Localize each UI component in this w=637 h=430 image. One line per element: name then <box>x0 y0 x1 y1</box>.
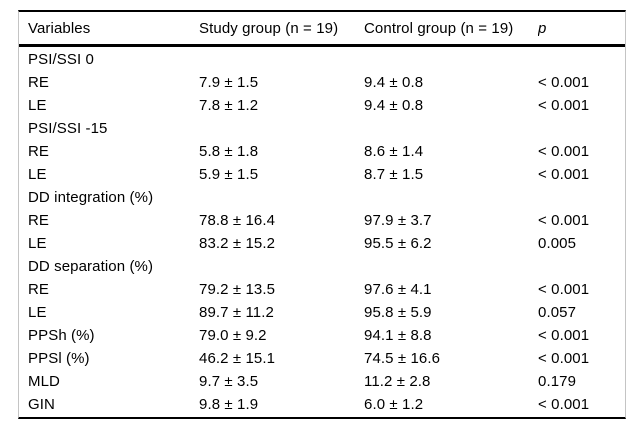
p-value-cell: 0.005 <box>538 235 577 252</box>
study-group-cell: 89.7 ± 11.2 <box>199 304 274 321</box>
table-body: PSI/SSI 0 RE 7.9 ± 1.5 9.4 ± 0.8 < 0.001… <box>19 47 625 417</box>
results-table: Variables Study group (n = 19) Control g… <box>18 10 626 419</box>
p-value-cell: < 0.001 <box>538 396 590 413</box>
table-row: RE 79.2 ± 13.5 97.6 ± 4.1 < 0.001 <box>19 278 625 301</box>
variable-cell: RE <box>28 143 50 160</box>
table-row: RE 7.9 ± 1.5 9.4 ± 0.8 < 0.001 <box>19 71 625 94</box>
variable-cell: LE <box>28 97 47 114</box>
variable-cell: RE <box>28 281 50 298</box>
variable-cell: LE <box>28 235 47 252</box>
column-header-study-group: Study group (n = 19) <box>199 19 339 37</box>
table-row-section: PSI/SSI 0 <box>19 48 625 71</box>
study-group-cell: 79.0 ± 9.2 <box>199 327 267 344</box>
table-row: RE 5.8 ± 1.8 8.6 ± 1.4 < 0.001 <box>19 140 625 163</box>
study-group-cell: 7.8 ± 1.2 <box>199 97 259 114</box>
table-row-section: DD integration (%) <box>19 186 625 209</box>
control-group-cell: 8.7 ± 1.5 <box>364 166 424 183</box>
variable-cell: LE <box>28 166 47 183</box>
control-group-cell: 94.1 ± 8.8 <box>364 327 432 344</box>
table-row: LE 83.2 ± 15.2 95.5 ± 6.2 0.005 <box>19 232 625 255</box>
study-group-cell: 5.8 ± 1.8 <box>199 143 259 160</box>
table-row: MLD 9.7 ± 3.5 11.2 ± 2.8 0.179 <box>19 370 625 393</box>
study-group-cell: 79.2 ± 13.5 <box>199 281 276 298</box>
column-header-control-group: Control group (n = 19) <box>364 19 514 37</box>
table-header-row: Variables Study group (n = 19) Control g… <box>19 12 625 47</box>
p-value-cell: < 0.001 <box>538 143 590 160</box>
p-value-cell: < 0.001 <box>538 281 590 298</box>
control-group-cell: 74.5 ± 16.6 <box>364 350 441 367</box>
study-group-cell: 83.2 ± 15.2 <box>199 235 276 252</box>
table-row: RE 78.8 ± 16.4 97.9 ± 3.7 < 0.001 <box>19 209 625 232</box>
table-row: PPSh (%) 79.0 ± 9.2 94.1 ± 8.8 < 0.001 <box>19 324 625 347</box>
p-value-cell: < 0.001 <box>538 327 590 344</box>
study-group-cell: 9.8 ± 1.9 <box>199 396 259 413</box>
column-header-p-value: p <box>538 19 547 37</box>
control-group-cell: 11.2 ± 2.8 <box>364 373 431 390</box>
study-group-cell: 5.9 ± 1.5 <box>199 166 259 183</box>
control-group-cell: 95.5 ± 6.2 <box>364 235 432 252</box>
variable-cell: DD separation (%) <box>28 258 154 275</box>
table-row: GIN 9.8 ± 1.9 6.0 ± 1.2 < 0.001 <box>19 393 625 416</box>
control-group-cell: 6.0 ± 1.2 <box>364 396 424 413</box>
p-value-cell: < 0.001 <box>538 212 590 229</box>
p-value-cell: < 0.001 <box>538 74 590 91</box>
table-row-section: DD separation (%) <box>19 255 625 278</box>
p-value-cell: < 0.001 <box>538 350 590 367</box>
study-group-cell: 9.7 ± 3.5 <box>199 373 259 390</box>
p-value-cell: < 0.001 <box>538 97 590 114</box>
table-row: LE 5.9 ± 1.5 8.7 ± 1.5 < 0.001 <box>19 163 625 186</box>
p-value-cell: 0.179 <box>538 373 577 390</box>
variable-cell: MLD <box>28 373 60 390</box>
p-value-cell: < 0.001 <box>538 166 590 183</box>
control-group-cell: 95.8 ± 5.9 <box>364 304 432 321</box>
table-row: LE 89.7 ± 11.2 95.8 ± 5.9 0.057 <box>19 301 625 324</box>
p-value-cell: 0.057 <box>538 304 577 321</box>
variable-cell: PSI/SSI 0 <box>28 51 94 68</box>
control-group-cell: 8.6 ± 1.4 <box>364 143 424 160</box>
variable-cell: RE <box>28 212 50 229</box>
control-group-cell: 9.4 ± 0.8 <box>364 74 424 91</box>
variable-cell: PSI/SSI -15 <box>28 120 108 137</box>
control-group-cell: 97.9 ± 3.7 <box>364 212 432 229</box>
variable-cell: RE <box>28 74 50 91</box>
variable-cell: PPSl (%) <box>28 350 90 367</box>
study-group-cell: 46.2 ± 15.1 <box>199 350 276 367</box>
variable-cell: GIN <box>28 396 55 413</box>
variable-cell: LE <box>28 304 47 321</box>
control-group-cell: 9.4 ± 0.8 <box>364 97 424 114</box>
variable-cell: PPSh (%) <box>28 327 95 344</box>
table-row: LE 7.8 ± 1.2 9.4 ± 0.8 < 0.001 <box>19 94 625 117</box>
study-group-cell: 7.9 ± 1.5 <box>199 74 259 91</box>
table-row: PPSl (%) 46.2 ± 15.1 74.5 ± 16.6 < 0.001 <box>19 347 625 370</box>
study-group-cell: 78.8 ± 16.4 <box>199 212 276 229</box>
table-row-section: PSI/SSI -15 <box>19 117 625 140</box>
variable-cell: DD integration (%) <box>28 189 154 206</box>
control-group-cell: 97.6 ± 4.1 <box>364 281 432 298</box>
column-header-variables: Variables <box>28 19 91 37</box>
